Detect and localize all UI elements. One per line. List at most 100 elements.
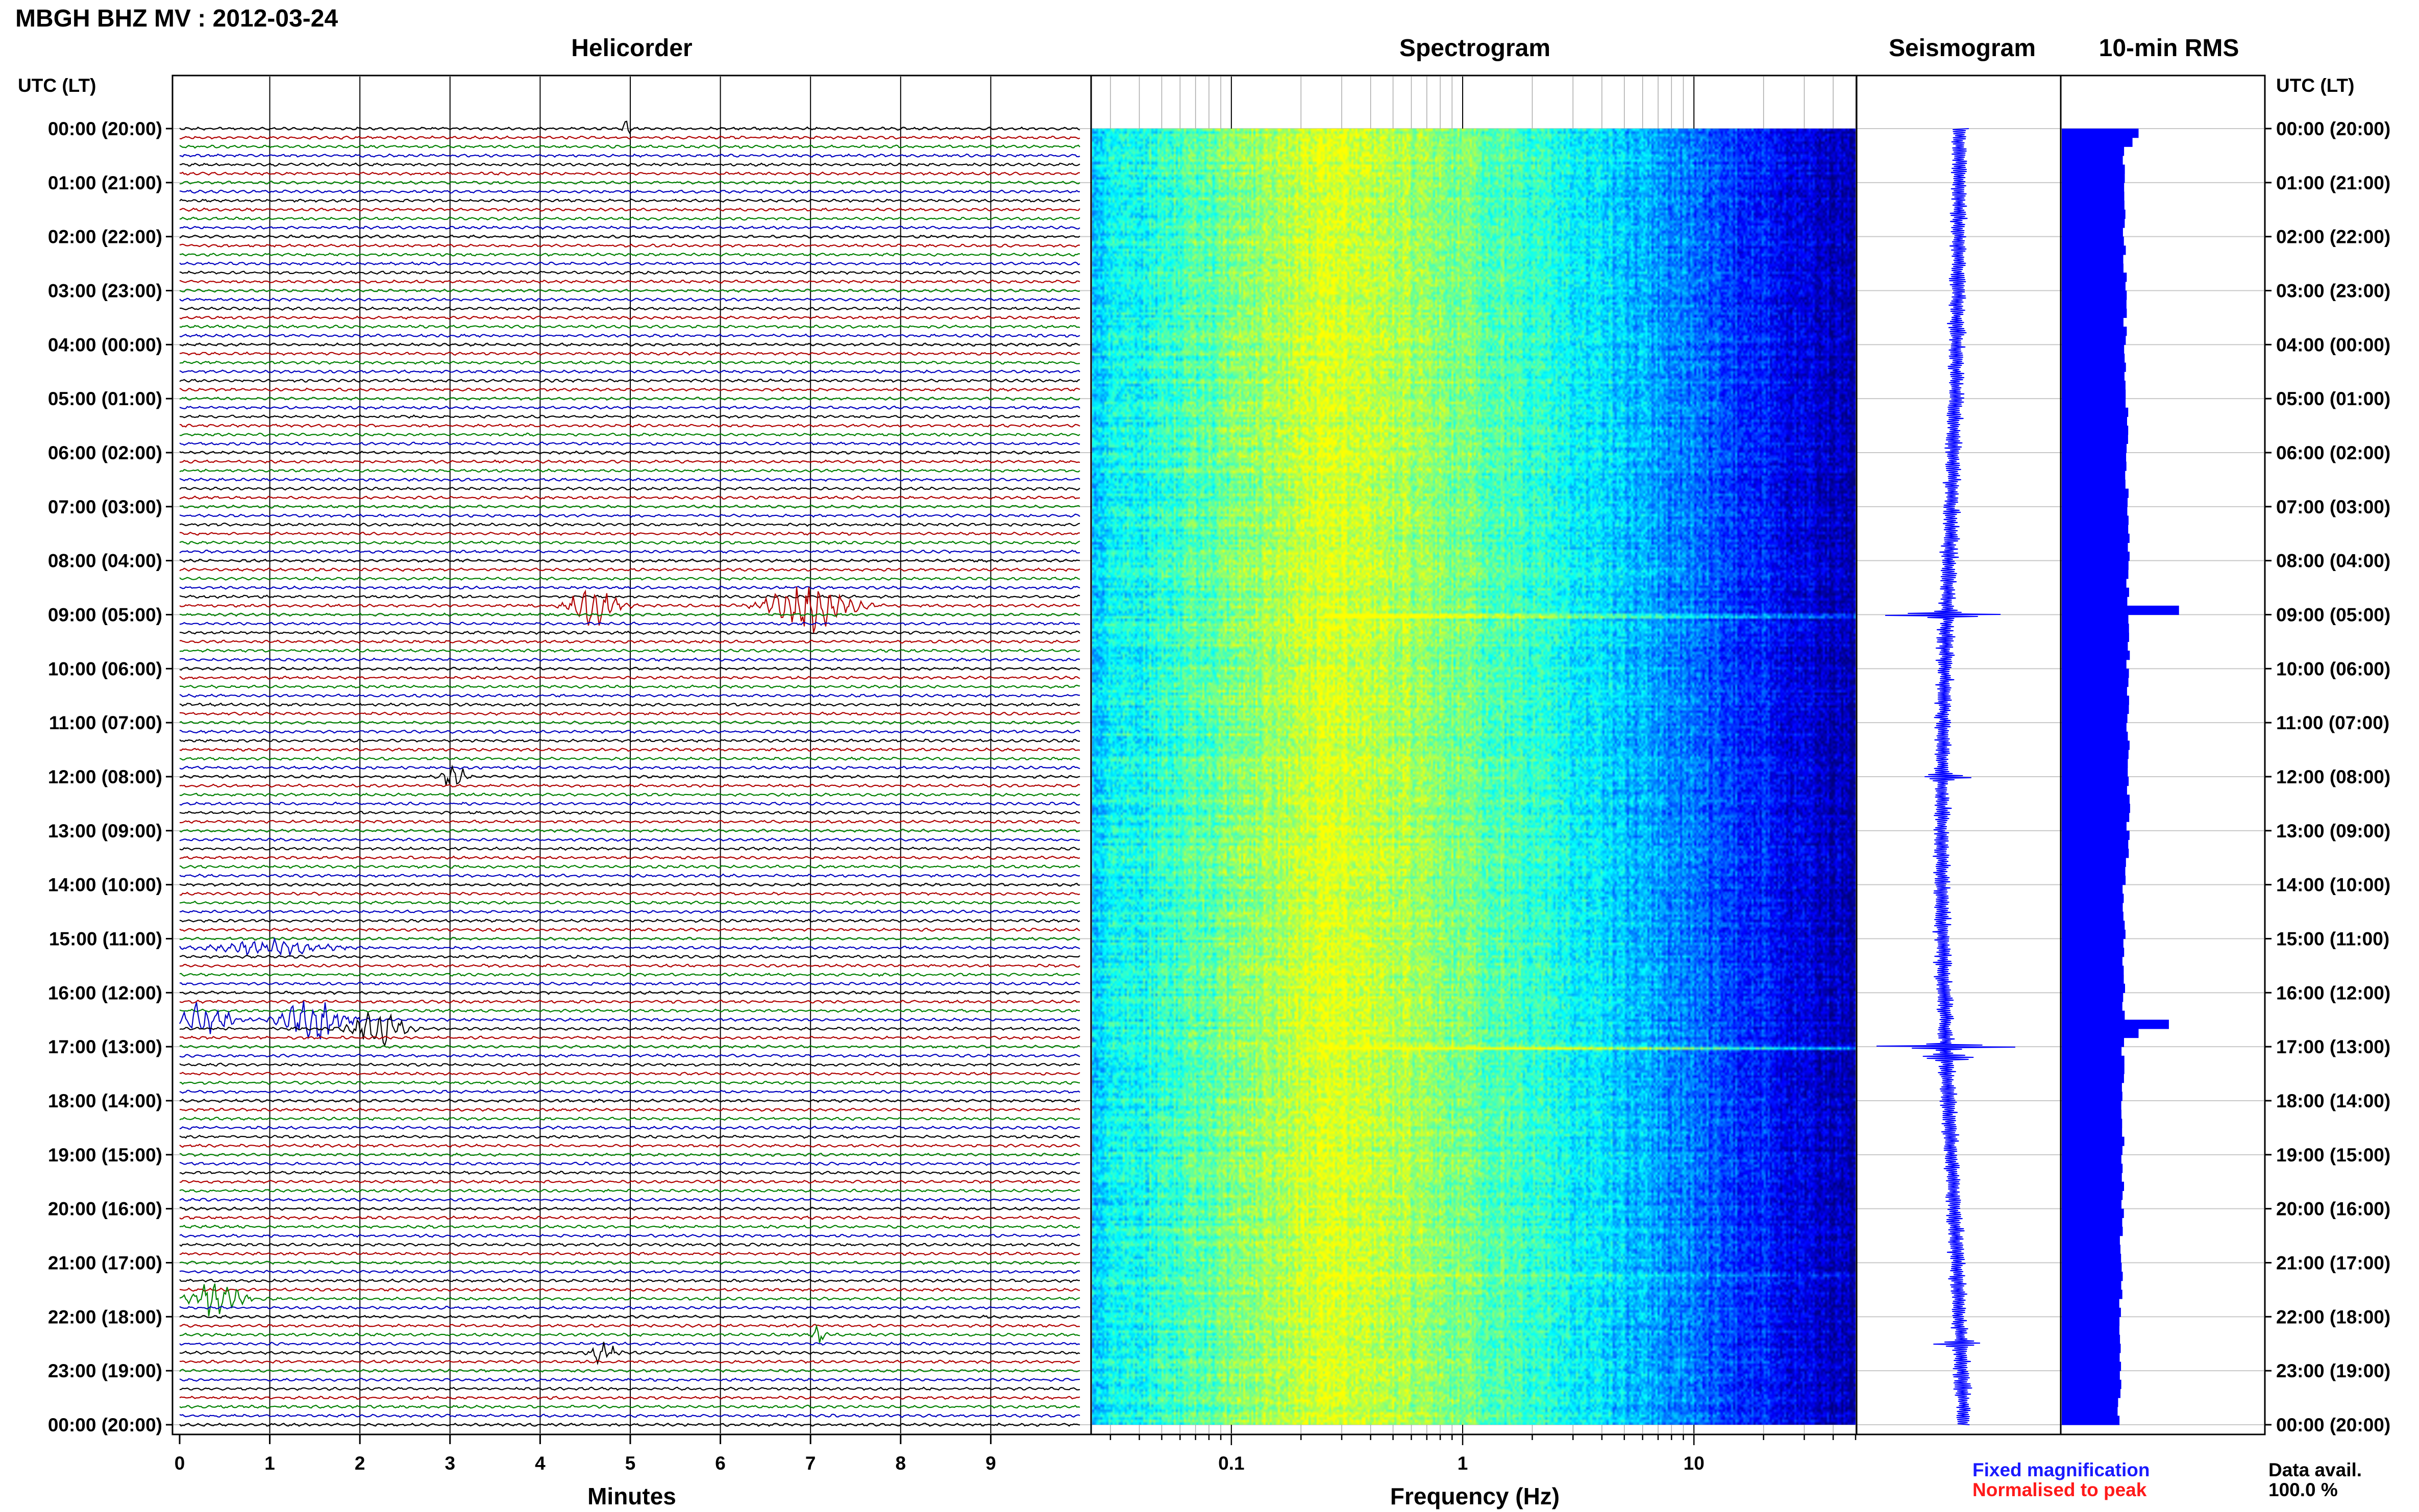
helicorder-trace: [179, 999, 1080, 1004]
rms-bar: [2062, 731, 2128, 741]
helicorder-trace: [179, 630, 1080, 635]
rms-bar: [2062, 353, 2125, 363]
frequency-tick-label: 1: [1458, 1453, 1468, 1474]
helicorder-trace: [179, 1324, 1080, 1343]
helicorder-trace: [179, 162, 1080, 167]
helicorder-trace: [180, 531, 1080, 536]
time-label-right: 08:00 (04:00): [2276, 551, 2390, 572]
helicorder-trace: [179, 666, 1080, 671]
rms-bar: [2062, 327, 2127, 336]
data-availability-label: Data avail.: [2268, 1459, 2362, 1480]
helicorder-trace: [179, 477, 1080, 482]
helicorder-trace: [179, 702, 1080, 707]
rms-bar: [2062, 641, 2128, 651]
rms-bar: [2062, 1074, 2124, 1083]
helicorder-trace: [179, 1071, 1080, 1076]
rms-bar: [2062, 362, 2126, 372]
helicorder-trace: [179, 675, 1080, 680]
rms-bar: [2062, 686, 2127, 696]
helicorder-trace: [179, 441, 1080, 446]
helicorder-trace: [179, 1012, 1080, 1047]
helicorder-trace: [179, 550, 1080, 554]
helicorder-trace: [179, 216, 1080, 221]
spectrogram-x-ticks: 0.1 1 10: [1109, 1434, 1857, 1474]
helicorder-trace: [179, 1062, 1080, 1067]
utc-left-label: UTC (LT): [18, 75, 96, 96]
rms-bar: [2062, 129, 2139, 138]
minute-tick-label: 9: [985, 1453, 996, 1474]
helicorder-trace: [179, 693, 1080, 698]
helicorder-trace: [179, 900, 1080, 905]
rms-bar: [2062, 1146, 2122, 1155]
time-label-left: 16:00 (12:00): [48, 982, 162, 1003]
rms-bar: [2062, 624, 2129, 633]
rms-bar: [2062, 758, 2128, 768]
rms-bar: [2062, 300, 2127, 309]
helicorder-trace: [180, 459, 1080, 464]
legend-fixed-magnification: Fixed magnification: [1972, 1459, 2150, 1480]
time-label-left: 14:00 (10:00): [48, 875, 162, 896]
helicorder-trace: [179, 1134, 1080, 1139]
rms-bar: [2062, 1262, 2122, 1272]
helicorder-trace: [179, 468, 1080, 473]
minutes-axis-label: Minutes: [587, 1483, 676, 1509]
helicorder-trace: [179, 432, 1080, 437]
rms-bar: [2062, 407, 2129, 417]
rms-bar: [2062, 1307, 2121, 1317]
rms-bar: [2062, 416, 2127, 426]
time-label-right: 19:00 (15:00): [2276, 1145, 2390, 1166]
rms-bar: [2062, 470, 2126, 480]
time-label-left: 12:00 (08:00): [48, 766, 162, 787]
helicorder-trace: [179, 1053, 1080, 1058]
rms-bar: [2062, 902, 2123, 912]
helicorder-trace: [179, 279, 1080, 284]
helicorder-trace: [179, 180, 1080, 185]
minute-tick-label: 8: [896, 1453, 906, 1474]
rms-bar: [2062, 948, 2125, 957]
helicorder-trace: [179, 270, 1080, 275]
helicorder-trace: [179, 657, 1080, 662]
helicorder-trace: [179, 820, 1080, 824]
helicorder-trace: [179, 1368, 1080, 1373]
rms-bar: [2062, 1082, 2122, 1092]
helicorder-trace: [179, 648, 1080, 653]
helicorder-trace: [179, 1089, 1080, 1094]
helicorder-trace: [179, 639, 1080, 644]
helicorder-trace: [179, 792, 1080, 797]
helicorder-trace: [179, 153, 1080, 158]
rms-bar: [2062, 1191, 2123, 1200]
helicorder-trace: [179, 144, 1080, 149]
helicorder-trace: [179, 1414, 1080, 1418]
helicorder-trace: [179, 765, 1080, 770]
rms-bar: [2062, 1055, 2125, 1065]
helicorder-trace: [179, 369, 1080, 374]
time-label-left: 02:00 (22:00): [48, 227, 162, 247]
helicorder-trace: [179, 927, 1080, 932]
rms-bar: [2062, 272, 2127, 282]
rms-bar: [2062, 1163, 2123, 1173]
helicorder-trace: [179, 756, 1080, 761]
rms-bar: [2062, 921, 2125, 930]
rms-bar: [2062, 614, 2129, 624]
minute-tick-label: 5: [625, 1453, 636, 1474]
time-label-right: 21:00 (17:00): [2276, 1253, 2390, 1274]
helicorder-trace: [179, 783, 1080, 788]
rms-bar: [2062, 173, 2125, 183]
rms-bar: [2062, 1235, 2120, 1245]
time-label-left: 07:00 (03:00): [48, 497, 162, 517]
time-label-left: 09:00 (05:00): [48, 605, 162, 626]
rms-bar: [2062, 812, 2130, 822]
helicorder-trace: [179, 1216, 1080, 1220]
time-label-left: 22:00 (18:00): [48, 1306, 162, 1327]
helicorder-trace: [179, 764, 1080, 786]
helicorder-trace: [179, 1395, 1080, 1400]
rms-bar: [2062, 1010, 2125, 1020]
helicorder-trace: [179, 1143, 1080, 1148]
helicorder-trace: [179, 954, 1080, 959]
time-label-left: 17:00 (13:00): [48, 1036, 162, 1057]
rms-bar: [2062, 1181, 2124, 1191]
helicorder-trace: [179, 315, 1080, 320]
helicorder-trace: [179, 1035, 1080, 1040]
helicorder-trace: [179, 306, 1080, 311]
helicorder-trace: [179, 504, 1080, 509]
